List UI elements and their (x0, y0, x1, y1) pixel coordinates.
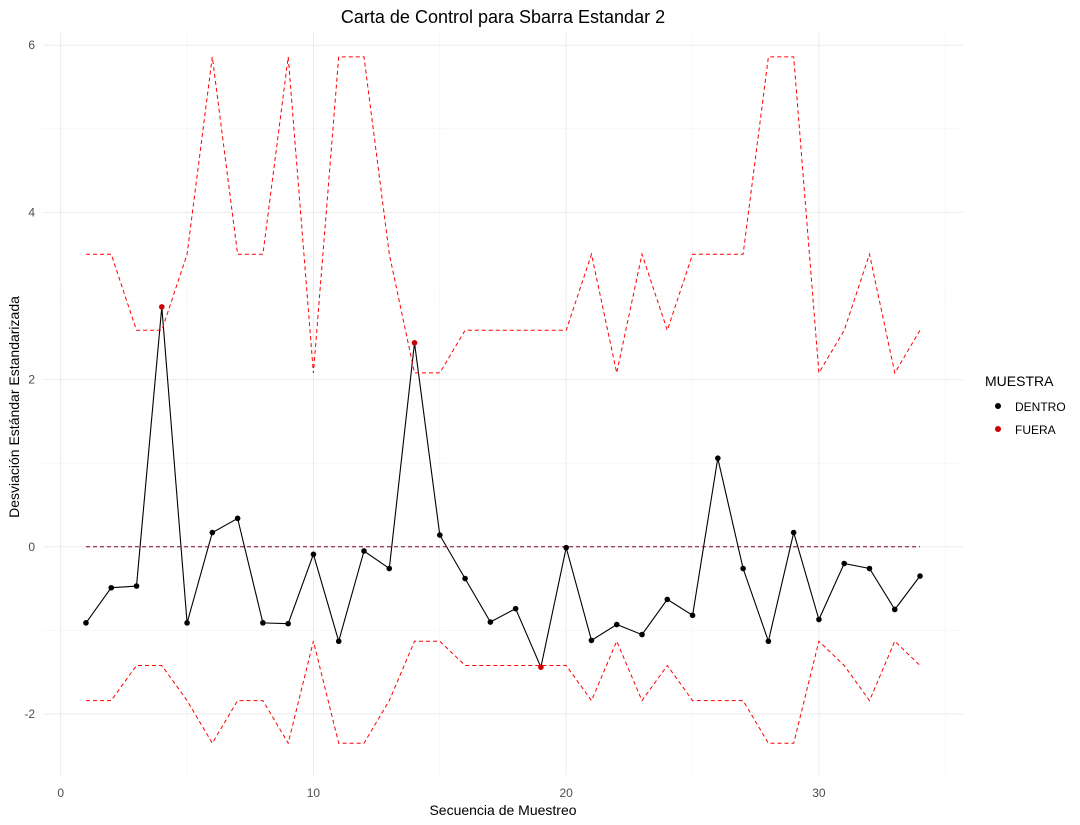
data-point-dentro (664, 596, 671, 603)
data-point-dentro (209, 529, 216, 536)
y-tick-label: 6 (28, 38, 35, 52)
data-point-dentro (386, 565, 393, 572)
data-point-dentro (588, 637, 595, 644)
data-point-dentro (715, 455, 721, 461)
legend-dentro-label: DENTRO (1015, 400, 1066, 414)
data-point-dentro (816, 616, 822, 623)
legend-title: MUESTRA (985, 373, 1054, 389)
lower-limit-line (86, 639, 921, 745)
y-tick-label: 4 (28, 205, 35, 219)
legend-dentro-marker (995, 403, 1001, 409)
data-point-fuera (411, 340, 418, 346)
data-point-dentro (613, 621, 620, 628)
y-tick-label: 0 (28, 540, 35, 554)
legend: MUESTRA DENTRO FUERA (985, 373, 1066, 437)
data-point-dentro (260, 620, 266, 626)
data-point-dentro (917, 573, 923, 579)
x-tick-label: 0 (57, 786, 64, 800)
data-point-dentro (83, 620, 89, 626)
data-point-dentro (133, 583, 140, 589)
axis-ticks: 0 10 20 30 -2 0 2 4 6 (24, 38, 826, 800)
data-point-dentro (108, 584, 115, 591)
x-tick-label: 30 (812, 786, 826, 800)
data-point-dentro (841, 560, 848, 567)
legend-fuera-marker (995, 426, 1001, 432)
data-point-dentro (335, 638, 342, 645)
data-point-dentro (639, 631, 645, 638)
data-point-dentro (790, 529, 797, 536)
y-tick-label: 2 (28, 373, 35, 387)
data-point-dentro (487, 619, 494, 625)
series-lines (85, 56, 921, 745)
x-axis-title: Secuencia de Muestreo (429, 802, 576, 818)
data-point-dentro (184, 620, 190, 626)
y-axis-title: Desviación Estándar Estandarizada (6, 296, 22, 518)
grid (43, 31, 963, 775)
data-point-dentro (689, 612, 696, 619)
legend-fuera-label: FUERA (1015, 423, 1056, 437)
data-point-dentro (891, 606, 898, 613)
data-point-dentro (437, 532, 443, 538)
data-point-dentro (765, 638, 772, 645)
upper-limit-line (86, 56, 921, 375)
x-tick-label: 10 (307, 786, 321, 800)
chart-title: Carta de Control para Sbarra Estandar 2 (341, 7, 665, 27)
data-point-dentro (285, 620, 291, 627)
plot-area: 0 10 20 30 -2 0 2 4 6 (24, 31, 963, 800)
data-point-dentro (234, 515, 241, 522)
data-point-fuera (158, 304, 165, 310)
x-tick-label: 20 (560, 786, 574, 800)
data-point-dentro (866, 565, 873, 572)
series-points (83, 304, 923, 670)
data-point-dentro (512, 605, 519, 612)
observed-line (85, 306, 921, 670)
y-tick-label: -2 (24, 707, 35, 721)
data-point-dentro (361, 548, 367, 554)
data-point-dentro (462, 575, 468, 582)
data-point-dentro (310, 551, 317, 558)
data-point-dentro (740, 565, 746, 572)
data-point-dentro (563, 544, 569, 551)
data-point-fuera (538, 664, 544, 670)
